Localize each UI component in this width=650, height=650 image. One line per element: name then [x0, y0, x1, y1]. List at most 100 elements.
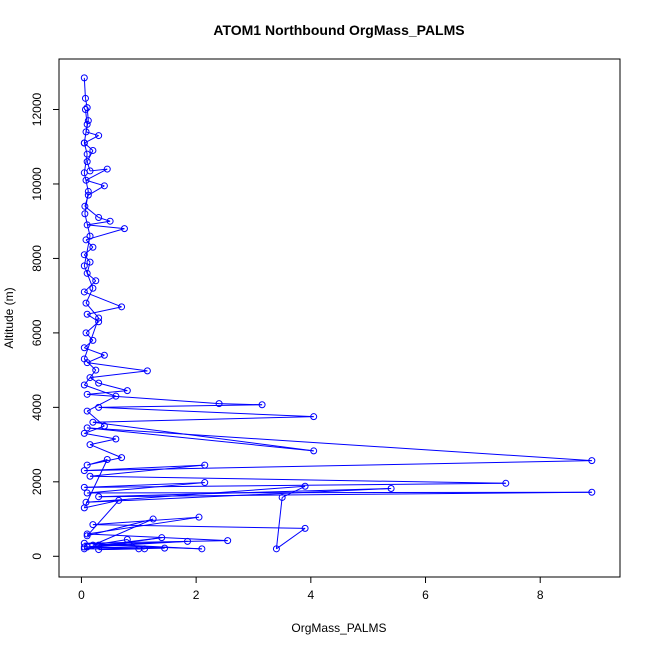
series-segment: [89, 464, 205, 477]
data-point: [95, 213, 103, 221]
series-segment: [98, 382, 128, 392]
series-segment: [83, 254, 91, 263]
series-segment: [83, 142, 94, 151]
series-segment: [84, 425, 105, 434]
series-segment: [83, 142, 88, 155]
y-tick-label: 10000: [30, 167, 44, 201]
data-point: [118, 303, 126, 311]
data-point: [83, 150, 91, 158]
series-segment: [87, 362, 148, 372]
data-point: [201, 479, 209, 487]
series-layer: [80, 74, 596, 554]
data-point: [387, 485, 395, 493]
data-point: [86, 472, 94, 480]
data-point: [89, 521, 97, 529]
series-segment: [89, 377, 99, 384]
data-point: [80, 467, 88, 475]
series-segment: [84, 213, 91, 237]
series-segment: [87, 390, 128, 395]
data-point: [100, 422, 108, 430]
data-point: [80, 504, 88, 512]
data-point: [80, 543, 88, 551]
data-point: [118, 454, 126, 462]
data-point: [81, 94, 89, 102]
data-point: [81, 106, 89, 114]
data-point: [106, 217, 114, 225]
series-segment: [84, 499, 119, 509]
series-segment: [84, 98, 88, 108]
data-point: [135, 545, 143, 553]
data-point: [86, 258, 94, 266]
series-segment: [281, 485, 306, 498]
data-point: [83, 530, 91, 538]
series-segment: [87, 533, 228, 542]
data-point: [95, 132, 103, 140]
series-segment: [83, 265, 94, 289]
data-point: [158, 534, 166, 542]
data-point: [80, 429, 88, 437]
data-point: [92, 277, 100, 285]
series-segment: [84, 432, 116, 440]
data-point: [588, 488, 596, 496]
data-point: [258, 401, 266, 409]
data-point: [82, 236, 90, 244]
data-point: [81, 202, 89, 210]
data-point: [112, 435, 120, 443]
data-point: [301, 482, 309, 490]
data-point: [120, 225, 128, 233]
series-segment: [98, 217, 111, 222]
series-segment: [86, 272, 97, 282]
series-segment: [83, 317, 100, 360]
data-point: [80, 355, 88, 363]
data-point: [224, 537, 232, 545]
series-segment: [92, 539, 128, 546]
series-segment: [85, 239, 94, 248]
data-point: [80, 483, 88, 491]
series-segment: [92, 421, 314, 452]
data-point: [112, 392, 120, 400]
data-point: [83, 221, 91, 229]
data-point: [95, 546, 103, 554]
series-segment: [89, 370, 148, 379]
series-segment: [87, 220, 111, 226]
series-segment: [87, 427, 314, 452]
series-segment: [86, 107, 89, 121]
data-point: [83, 532, 91, 540]
data-point: [215, 400, 223, 408]
data-point: [83, 407, 91, 415]
x-tick-label: 8: [537, 588, 544, 602]
data-point: [83, 461, 91, 469]
data-point: [89, 284, 97, 292]
data-point: [83, 158, 91, 166]
data-point: [80, 139, 88, 147]
data-point: [81, 210, 89, 218]
data-point: [83, 390, 91, 398]
series-segment: [87, 491, 592, 494]
data-point: [502, 479, 510, 487]
series-segment: [86, 410, 105, 427]
series-segment: [86, 161, 91, 172]
data-point: [80, 545, 88, 553]
series-segment: [84, 482, 205, 488]
x-axis: 0 2 4 6 8: [78, 577, 544, 602]
series-segment: [98, 404, 263, 408]
series-segment: [127, 539, 140, 550]
series-segment: [83, 339, 94, 349]
data-point: [83, 120, 91, 128]
data-point: [82, 176, 90, 184]
series-segment: [84, 546, 139, 550]
series-segment: [86, 500, 120, 537]
data-point: [95, 318, 103, 326]
series-segment: [92, 518, 154, 546]
data-point: [588, 457, 596, 465]
series-segment: [86, 262, 91, 274]
series-segment: [87, 306, 122, 315]
x-tick-label: 6: [422, 588, 429, 602]
data-point: [89, 243, 97, 251]
data-point: [115, 496, 123, 504]
y-axis: 0 2000 4000 6000 8000 10000 12000: [30, 92, 59, 560]
data-point: [83, 310, 91, 318]
series-segment: [276, 527, 306, 550]
series-segment: [85, 131, 99, 137]
